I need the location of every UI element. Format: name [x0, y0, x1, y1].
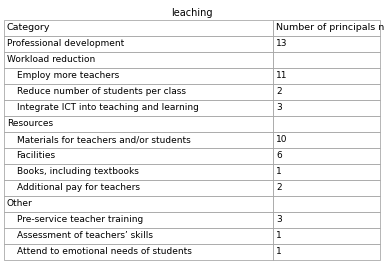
- Bar: [4, 148, 273, 164]
- Text: 3: 3: [276, 215, 282, 224]
- Bar: [273, 84, 380, 100]
- Text: Additional pay for teachers: Additional pay for teachers: [17, 183, 139, 192]
- Text: Books, including textbooks: Books, including textbooks: [17, 167, 138, 176]
- Bar: [4, 212, 273, 228]
- Text: Pre-service teacher training: Pre-service teacher training: [17, 215, 143, 224]
- Bar: [273, 164, 380, 180]
- Bar: [273, 196, 380, 212]
- Text: Other: Other: [7, 199, 33, 208]
- Bar: [273, 68, 380, 84]
- Text: Facilities: Facilities: [17, 151, 56, 160]
- Bar: [4, 35, 273, 52]
- Text: 1: 1: [276, 247, 282, 256]
- Bar: [4, 20, 273, 35]
- Bar: [4, 164, 273, 180]
- Bar: [273, 148, 380, 164]
- Bar: [4, 132, 273, 148]
- Bar: [4, 116, 273, 132]
- Text: 6: 6: [276, 151, 282, 160]
- Bar: [273, 212, 380, 228]
- Bar: [273, 20, 380, 35]
- Text: 11: 11: [276, 71, 288, 80]
- Bar: [4, 68, 273, 84]
- Text: Integrate ICT into teaching and learning: Integrate ICT into teaching and learning: [17, 103, 199, 112]
- Bar: [273, 52, 380, 68]
- Bar: [273, 100, 380, 116]
- Bar: [273, 116, 380, 132]
- Bar: [273, 228, 380, 244]
- Bar: [273, 132, 380, 148]
- Text: Employ more teachers: Employ more teachers: [17, 71, 119, 80]
- Bar: [4, 52, 273, 68]
- Text: 1: 1: [276, 231, 282, 240]
- Bar: [4, 100, 273, 116]
- Bar: [4, 84, 273, 100]
- Text: Attend to emotional needs of students: Attend to emotional needs of students: [17, 247, 191, 256]
- Bar: [273, 180, 380, 196]
- Bar: [4, 244, 273, 260]
- Text: Reduce number of students per class: Reduce number of students per class: [17, 87, 185, 96]
- Text: Workload reduction: Workload reduction: [7, 55, 95, 64]
- Text: Assessment of teachers’ skills: Assessment of teachers’ skills: [17, 231, 152, 240]
- Text: 1: 1: [276, 167, 282, 176]
- Bar: [273, 35, 380, 52]
- Text: leaching: leaching: [171, 8, 213, 18]
- Text: Number of principals noting: Number of principals noting: [276, 23, 384, 32]
- Bar: [4, 228, 273, 244]
- Text: Resources: Resources: [7, 119, 53, 128]
- Text: Materials for teachers and/or students: Materials for teachers and/or students: [17, 135, 190, 144]
- Bar: [273, 244, 380, 260]
- Text: Professional development: Professional development: [7, 39, 124, 48]
- Bar: [4, 196, 273, 212]
- Text: 2: 2: [276, 183, 281, 192]
- Text: 2: 2: [276, 87, 281, 96]
- Text: 3: 3: [276, 103, 282, 112]
- Text: 10: 10: [276, 135, 288, 144]
- Text: Category: Category: [7, 23, 50, 32]
- Text: 13: 13: [276, 39, 288, 48]
- Bar: [4, 180, 273, 196]
